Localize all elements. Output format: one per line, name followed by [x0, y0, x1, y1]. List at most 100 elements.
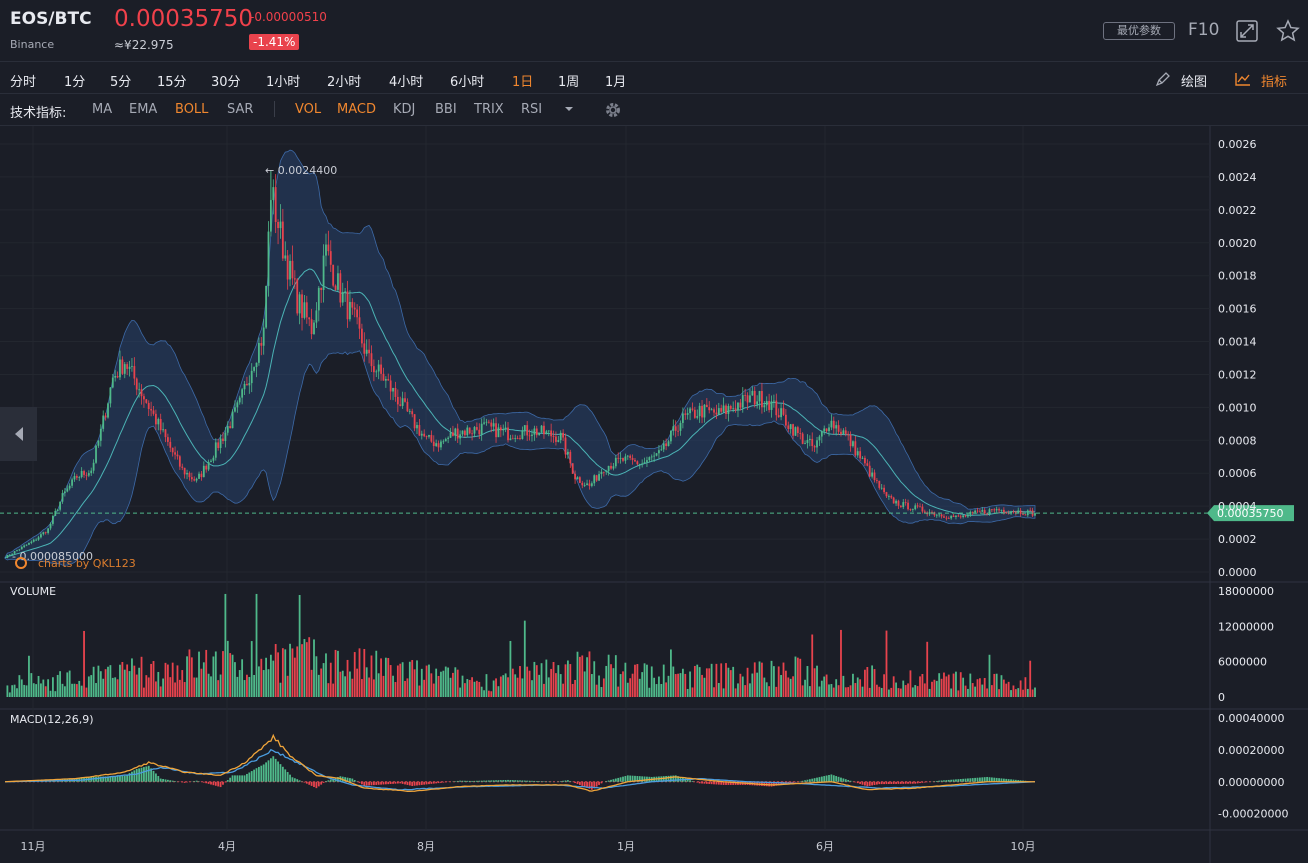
indicator-tab-macd[interactable]: MACD	[337, 102, 376, 117]
boll-mid-line	[4, 268, 1036, 559]
macd-histogram-bar	[816, 777, 818, 782]
best-params-button[interactable]: 最优参数	[1103, 22, 1175, 40]
volume-bar	[52, 677, 54, 697]
macd-histogram-bar	[358, 781, 361, 783]
indicator-tab-sar[interactable]: SAR	[227, 102, 254, 117]
timeframe-tab-7[interactable]: 4小时	[389, 75, 424, 90]
candle-body	[804, 443, 806, 444]
volume-bar	[617, 686, 620, 697]
pencil-icon[interactable]	[1155, 71, 1171, 87]
volume-bar	[444, 666, 447, 697]
candle-body	[157, 418, 160, 425]
candle-body	[562, 432, 565, 438]
volume-bar	[475, 680, 478, 697]
scroll-left-button[interactable]	[0, 407, 37, 461]
candle-body	[852, 441, 854, 447]
f10-button[interactable]: F10	[1188, 20, 1220, 40]
candle-body	[725, 405, 727, 414]
volume-bar	[672, 666, 675, 697]
star-icon[interactable]	[1276, 19, 1300, 43]
macd-histogram-bar	[887, 781, 890, 785]
candle-body	[483, 422, 485, 424]
timeframe-tab-5[interactable]: 1小时	[266, 75, 301, 90]
macd-histogram-bar	[258, 766, 260, 782]
timeframe-tab-8[interactable]: 6小时	[450, 75, 485, 90]
volume-bar	[73, 683, 76, 697]
volume-bar	[392, 675, 394, 697]
indicator-tab-vol[interactable]: VOL	[295, 102, 322, 117]
draw-tool-button[interactable]: 绘图	[1181, 75, 1208, 90]
volume-bar	[1017, 688, 1020, 697]
timeframe-tab-6[interactable]: 2小时	[327, 75, 362, 90]
candle-body	[315, 310, 318, 323]
timeframe-tab-0[interactable]: 分时	[10, 75, 37, 90]
timeframe-tab-3[interactable]: 15分	[157, 75, 187, 90]
macd-histogram-bar	[569, 781, 572, 782]
timeframe-tab-4[interactable]: 30分	[211, 75, 241, 90]
volume-bar	[471, 677, 473, 697]
timeframe-tab-2[interactable]: 5分	[110, 75, 132, 90]
macd-histogram-bar	[361, 781, 363, 785]
macd-histogram-bar	[365, 781, 368, 786]
macd-histogram-bar	[883, 781, 885, 785]
candle-body	[456, 428, 459, 439]
volume-bar	[686, 688, 689, 697]
candle-body	[356, 309, 359, 318]
macd-histogram-bar	[95, 776, 97, 782]
macd-histogram-bar	[588, 781, 591, 789]
volume-bar	[370, 655, 373, 697]
pair-name: EOS/BTC	[10, 9, 92, 29]
candle-body	[485, 421, 488, 423]
volume-bar	[207, 673, 210, 697]
expand-icon[interactable]	[1236, 20, 1258, 42]
macd-histogram-bar	[559, 781, 562, 782]
indicator-tab-kdj[interactable]: KDJ	[393, 102, 416, 117]
indicator-tab-bbi[interactable]: BBI	[435, 102, 457, 117]
macd-histogram-bar	[380, 781, 382, 785]
indicator-chart-icon[interactable]	[1235, 72, 1251, 86]
dropdown-caret-icon[interactable]	[564, 106, 574, 112]
candle-body	[923, 511, 926, 513]
volume-bar	[535, 665, 538, 697]
candle-body	[1022, 513, 1024, 515]
candle-body	[689, 408, 691, 414]
volume-bar	[169, 677, 172, 697]
indicator-tab-ema[interactable]: EMA	[129, 102, 158, 117]
candle-body	[717, 408, 720, 415]
timeframe-tab-10[interactable]: 1周	[558, 75, 580, 90]
candle-body	[447, 437, 450, 439]
candle-body	[701, 405, 703, 418]
volume-bar	[928, 688, 931, 697]
macd-histogram-bar	[940, 780, 943, 782]
candle-body	[746, 395, 749, 403]
candle-body	[183, 467, 186, 475]
indicator-tab-rsi[interactable]: RSI	[521, 102, 543, 117]
candle-body	[284, 255, 287, 259]
volume-bar	[485, 674, 488, 697]
candle-body	[636, 461, 639, 465]
indicator-tab-trix[interactable]: TRIX	[474, 102, 504, 117]
timeframe-tab-11[interactable]: 1月	[605, 75, 627, 90]
volume-bar	[1022, 689, 1024, 697]
macd-histogram-bar	[293, 778, 296, 782]
volume-bar	[435, 668, 438, 697]
candle-body	[370, 353, 373, 367]
candle-body	[487, 421, 490, 423]
indicator-tab-boll[interactable]: BOLL	[175, 102, 209, 117]
macd-histogram-bar	[296, 779, 299, 782]
settings-gear-icon[interactable]	[604, 101, 622, 119]
macd-histogram-bar	[993, 777, 996, 782]
timeframe-tab-1[interactable]: 1分	[64, 75, 86, 90]
candle-body	[753, 390, 756, 405]
indicator-tab-ma[interactable]: MA	[92, 102, 113, 117]
timeframe-tab-9[interactable]: 1日	[512, 75, 534, 90]
volume-bar	[634, 664, 636, 697]
macd-histogram-bar	[406, 781, 409, 785]
indicator-tool-button[interactable]: 指标	[1261, 75, 1288, 90]
candle-body	[190, 477, 193, 480]
macd-histogram-bar	[368, 781, 370, 786]
macd-histogram-bar	[737, 781, 739, 785]
macd-histogram-bar	[195, 780, 198, 782]
macd-histogram-bar	[279, 764, 282, 782]
